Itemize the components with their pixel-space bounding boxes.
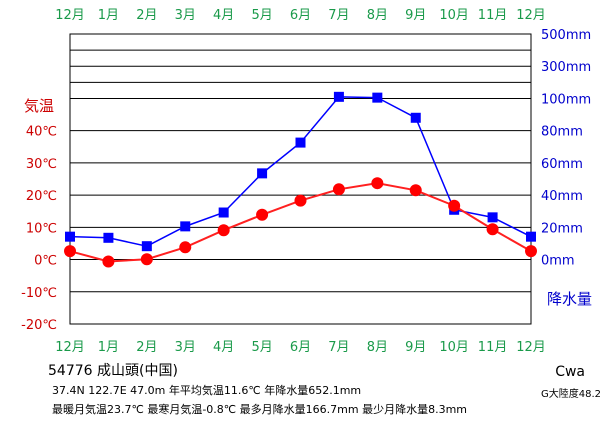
precipitation-point <box>372 92 383 103</box>
month-label-bottom: 9月 <box>405 340 426 355</box>
month-label-top: 12月 <box>516 8 546 23</box>
month-label-top: 1月 <box>98 8 119 23</box>
precipitation-axis-title: 降水量 <box>547 290 592 308</box>
month-label-top: 2月 <box>136 8 157 23</box>
month-label-bottom: 4月 <box>213 340 234 355</box>
climate-classification: Cwa <box>555 364 585 380</box>
precipitation-point <box>333 91 344 102</box>
temperature-point <box>140 253 153 266</box>
temperature-axis: 40℃ 30℃ 20℃ 10℃ 0℃ -10℃ -20℃ <box>21 125 57 333</box>
precipitation-point <box>218 207 229 218</box>
precipitation-point <box>410 112 421 123</box>
month-label-top: 3月 <box>175 8 196 23</box>
temperature-series <box>64 177 537 268</box>
month-labels-top: 12月 1月 2月 3月 4月 5月 6月 7月 8月 9月 10月 11月 12月 <box>55 8 546 23</box>
month-label-top: 5月 <box>251 8 272 23</box>
month-labels-bottom: 12月 1月 2月 3月 4月 5月 6月 7月 8月 9月 10月 11月 12月 <box>55 340 546 355</box>
temperature-tick-label: 40℃ <box>26 125 57 140</box>
month-label-bottom: 5月 <box>251 340 272 355</box>
temperature-tick-label: 20℃ <box>26 189 57 204</box>
temperature-tick-label: 30℃ <box>26 157 57 172</box>
month-label-bottom: 12月 <box>516 340 546 355</box>
month-label-bottom: 3月 <box>175 340 196 355</box>
precipitation-tick-label: 20mm <box>541 221 583 236</box>
temperature-point <box>332 183 345 196</box>
precipitation-point <box>295 137 306 148</box>
temperature-tick-label: 10℃ <box>26 221 57 236</box>
month-label-bottom: 6月 <box>290 340 311 355</box>
month-label-top: 7月 <box>328 8 349 23</box>
precipitation-point <box>65 231 75 242</box>
temperature-point <box>486 223 499 236</box>
precipitation-point <box>103 232 114 243</box>
precipitation-tick-label: 0mm <box>541 254 575 269</box>
temperature-point <box>448 199 461 212</box>
precipitation-tick-label: 500mm <box>541 28 591 43</box>
precipitation-point <box>257 168 268 179</box>
month-label-bottom: 12月 <box>55 340 85 355</box>
temperature-point <box>217 224 230 237</box>
month-label-bottom: 10月 <box>439 340 469 355</box>
month-label-bottom: 2月 <box>136 340 157 355</box>
month-label-top: 8月 <box>367 8 388 23</box>
temperature-point <box>371 177 384 190</box>
precipitation-point <box>180 221 191 232</box>
precipitation-tick-label: 100mm <box>541 92 591 107</box>
month-label-top: 10月 <box>439 8 469 23</box>
station-stats-line-2: 最暖月気温23.7℃ 最寒月気温-0.8℃ 最多月降水量166.7mm 最少月降… <box>52 403 467 416</box>
temperature-point <box>179 241 192 254</box>
precipitation-point <box>141 241 152 252</box>
month-label-top: 6月 <box>290 8 311 23</box>
month-label-top: 4月 <box>213 8 234 23</box>
precipitation-tick-label: 300mm <box>541 60 591 75</box>
month-label-bottom: 8月 <box>367 340 388 355</box>
grid-layer <box>69 33 532 325</box>
month-label-bottom: 11月 <box>478 340 508 355</box>
station-stats-line-1: 37.4N 122.7E 47.0m 年平均気温11.6℃ 年降水量652.1m… <box>52 384 362 397</box>
continentality-index: G大陸度48.2 <box>540 389 601 400</box>
temperature-point <box>525 245 537 258</box>
temperature-point <box>256 208 269 221</box>
temperature-tick-label: 0℃ <box>34 254 57 269</box>
temperature-tick-label: -10℃ <box>21 286 57 301</box>
month-label-top: 12月 <box>55 8 85 23</box>
plot-frame <box>69 33 532 325</box>
month-label-bottom: 7月 <box>328 340 349 355</box>
precipitation-point <box>487 212 498 223</box>
month-label-top: 11月 <box>478 8 508 23</box>
temperature-point <box>64 245 76 258</box>
month-label-top: 9月 <box>405 8 426 23</box>
month-label-bottom: 1月 <box>98 340 119 355</box>
temperature-point <box>102 255 115 268</box>
temperature-axis-title: 気温 <box>24 97 54 115</box>
precipitation-axis: 500mm 300mm 100mm 80mm 60mm 40mm 20mm 0mm <box>541 28 591 269</box>
precipitation-line <box>69 96 532 247</box>
temperature-tick-label: -20℃ <box>21 318 57 333</box>
precipitation-tick-label: 80mm <box>541 125 583 140</box>
precipitation-point <box>526 231 536 242</box>
temperature-point <box>294 194 307 207</box>
temperature-point <box>409 184 422 197</box>
station-title: 54776 成山頭(中国) <box>48 363 178 379</box>
precipitation-tick-label: 60mm <box>541 157 583 172</box>
precipitation-tick-label: 40mm <box>541 189 583 204</box>
